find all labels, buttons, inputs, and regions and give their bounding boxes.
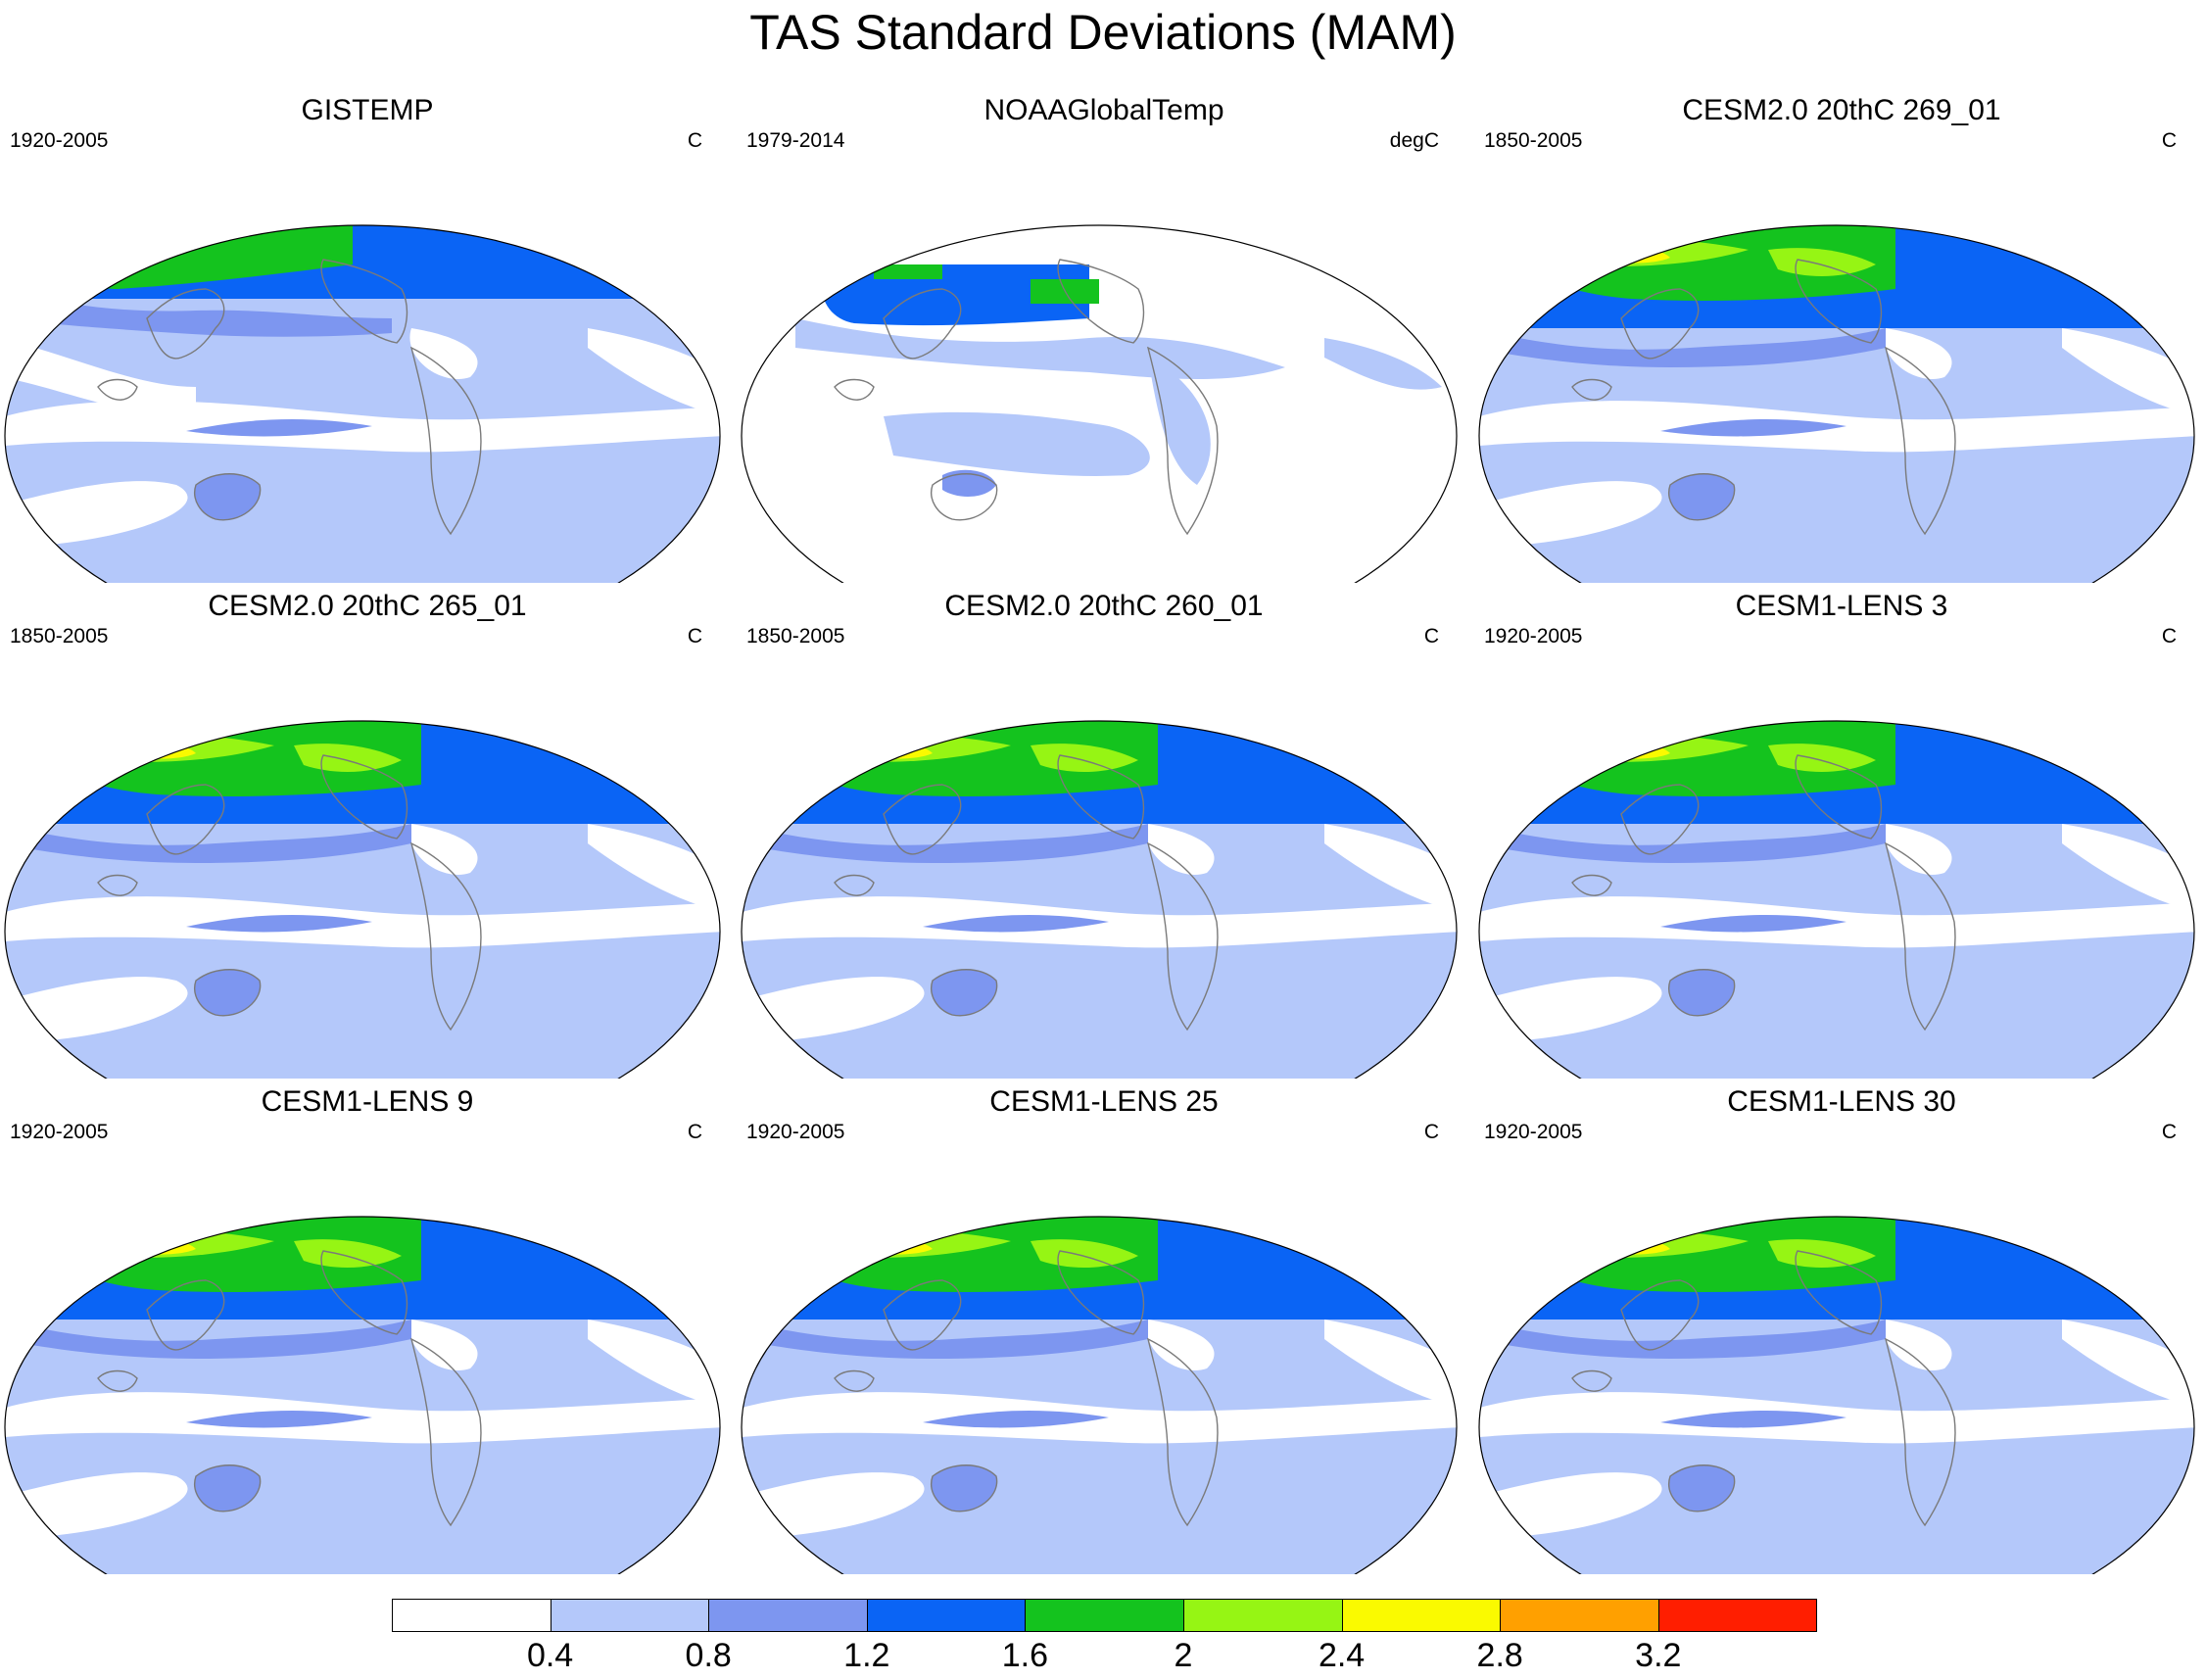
map-panel: GISTEMP 1920-2005 C [0,93,735,583]
colorbar-tick-label: 2 [1174,1637,1193,1674]
panel-units: C [687,1121,702,1143]
australia-region [194,473,261,520]
figure-title: TAS Standard Deviations (MAM) [749,5,1457,60]
map-border [4,720,721,1079]
panel-units: C [2161,1121,2177,1143]
panel-title: CESM2.0 20thC 260_01 [944,590,1264,622]
colorbar-tick-label: 2.8 [1476,1637,1523,1674]
colorbar-box [550,1599,710,1632]
map-plot [741,224,1458,583]
map-plot [1478,224,2195,583]
map-plot [4,1216,721,1574]
colorbar-box [1183,1599,1343,1632]
panel-period: 1979-2014 [746,129,845,152]
panel-period: 1850-2005 [1484,129,1583,152]
australia-region [1668,473,1735,520]
map-plot [4,720,721,1079]
map-border [4,224,721,583]
panel-period: 1850-2005 [10,625,109,648]
panel-title: CESM1-LENS 30 [1727,1085,1956,1118]
panel-title: CESM1-LENS 9 [261,1085,474,1118]
panel-period: 1920-2005 [10,129,109,152]
colorbar-box [1657,1599,1818,1632]
panel-units: degC [1389,129,1439,152]
map-plot [4,224,721,583]
colorbar-tick-label: 2.4 [1318,1637,1366,1674]
colorbar-tick-label: 1.6 [1001,1637,1049,1674]
map-panel: CESM2.0 20thC 260_01 1850-2005 C [737,589,1471,1079]
panel-title: GISTEMP [301,94,434,126]
map-border [1478,1216,2195,1574]
map-plot [1478,1216,2195,1574]
map-panel: CESM2.0 20thC 269_01 1850-2005 C [1474,93,2206,583]
map-panel: CESM1-LENS 30 1920-2005 C [1474,1084,2206,1574]
map-border [4,1216,721,1574]
panel-units: C [687,129,702,152]
map-panel: CESM1-LENS 3 1920-2005 C [1474,589,2206,1079]
map-border [741,1216,1458,1574]
colorbar-tick-label: 1.2 [843,1637,890,1674]
australia-region [194,969,261,1016]
colorbar-tick-label: 3.2 [1635,1637,1682,1674]
map-border [1478,720,2195,1079]
australia-region [931,1464,997,1512]
panel-title: CESM1-LENS 3 [1735,590,1948,622]
map-border [741,224,1458,583]
map-plot [1478,720,2195,1079]
map-border [741,720,1458,1079]
map-plot [741,720,1458,1079]
colorbar-box [866,1599,1027,1632]
panel-units: C [687,625,702,648]
panel-period: 1920-2005 [1484,1121,1583,1143]
panel-title: CESM2.0 20thC 269_01 [1682,94,2001,126]
map-panel: CESM2.0 20thC 265_01 1850-2005 C [0,589,735,1079]
colorbar [392,1599,1818,1634]
australia-region [194,1464,261,1512]
map-panel: CESM1-LENS 9 1920-2005 C [0,1084,735,1574]
panel-title: CESM2.0 20thC 265_01 [208,590,527,622]
panel-period: 1920-2005 [746,1121,845,1143]
panel-units: C [1423,625,1439,648]
colorbar-box [392,1599,552,1632]
colorbar-tick-label: 0.4 [526,1637,574,1674]
australia-region [1668,1464,1735,1512]
colorbar-box [1341,1599,1502,1632]
panel-title: CESM1-LENS 25 [989,1085,1219,1118]
map-panel: NOAAGlobalTemp 1979-2014 degC [737,93,1471,583]
map-plot [741,1216,1458,1574]
panel-period: 1920-2005 [1484,625,1583,648]
colorbar-box [708,1599,868,1632]
panel-period: 1920-2005 [10,1121,109,1143]
map-border [1478,224,2195,583]
colorbar-box [1500,1599,1659,1632]
panel-period: 1850-2005 [746,625,845,648]
australia-region [931,969,997,1016]
map-panel: CESM1-LENS 25 1920-2005 C [737,1084,1471,1574]
panel-units: C [2161,625,2177,648]
colorbar-box [1025,1599,1184,1632]
panel-title: NOAAGlobalTemp [983,94,1224,126]
australia-region [1668,969,1735,1016]
colorbar-tick-label: 0.8 [685,1637,732,1674]
panel-units: C [1423,1121,1439,1143]
panel-units: C [2161,129,2177,152]
